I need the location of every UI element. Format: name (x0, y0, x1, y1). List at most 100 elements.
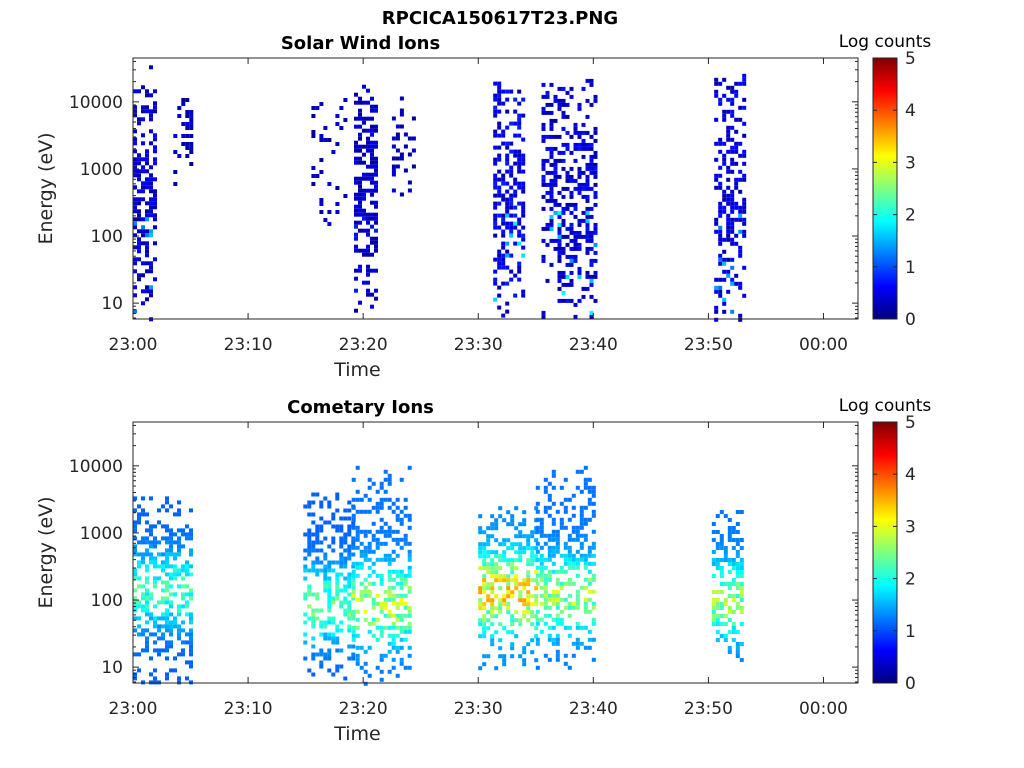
heatmap-cell (718, 101, 723, 106)
heatmap-cell (730, 265, 735, 270)
heatmap-cell (539, 521, 544, 526)
heatmap-cell (311, 620, 316, 625)
heatmap-cell (514, 586, 519, 591)
heatmap-cell (569, 270, 574, 275)
heatmap-cell (567, 497, 572, 502)
heatmap-cell (738, 285, 743, 290)
heatmap-cell (714, 81, 719, 86)
heatmap-cell (723, 546, 728, 550)
heatmap-cell (530, 554, 535, 559)
heatmap-cell (573, 230, 578, 235)
heatmap-cell (173, 552, 177, 557)
heatmap-cell (351, 596, 356, 601)
heatmap-cell (553, 198, 558, 203)
heatmap-cell (585, 78, 590, 83)
heatmap-cell (335, 572, 340, 577)
heatmap-cell (339, 564, 344, 569)
heatmap-cell (581, 234, 586, 239)
heatmap-cell (589, 262, 594, 267)
heatmap-cell (563, 569, 568, 574)
heatmap-cell (363, 493, 368, 498)
heatmap-cell (411, 136, 416, 141)
heatmap-cell (589, 246, 594, 251)
heatmap-cell (153, 137, 157, 142)
heatmap-cell (335, 114, 340, 118)
heatmap-cell (374, 296, 378, 301)
heatmap-cell (497, 133, 502, 138)
heatmap-cell (165, 580, 169, 585)
heatmap-cell (358, 100, 362, 105)
heatmap-cell (370, 188, 374, 193)
heatmap-cell (331, 672, 336, 677)
heatmap-cell (553, 182, 558, 187)
heatmap-cell (505, 157, 510, 162)
heatmap-cell (370, 96, 374, 101)
heatmap-cell (133, 524, 137, 529)
heatmap-cell (517, 217, 522, 222)
heatmap-cell (165, 648, 169, 653)
heatmap-cell (339, 552, 344, 557)
heatmap-cell (145, 249, 149, 254)
heatmap-cell (549, 222, 554, 227)
heatmap-cell (738, 141, 743, 146)
heatmap-cell (505, 109, 510, 114)
heatmap-cell (149, 65, 153, 70)
heatmap-cell (157, 628, 161, 633)
heatmap-cell (517, 265, 522, 270)
heatmap-cell (555, 617, 560, 622)
heatmap-cell (738, 153, 743, 158)
heatmap-cell (371, 537, 376, 542)
heatmap-cell (383, 477, 388, 482)
heatmap-cell (319, 540, 324, 545)
heatmap-cell (133, 528, 137, 533)
heatmap-cell (374, 180, 378, 185)
heatmap-cell (534, 626, 539, 631)
heatmap-cell (593, 242, 598, 247)
heatmap-cell (502, 626, 507, 631)
heatmap-cell (526, 578, 531, 583)
heatmap-cell (539, 629, 544, 634)
heatmap-cell (355, 529, 360, 534)
heatmap-cell (399, 657, 404, 662)
heatmap-cell (593, 154, 598, 159)
heatmap-cell (133, 548, 137, 553)
solar-wind-ions-panel: 23:00 23:10 23:20 23:30 23:40 23:50 00:0010100… (35, 32, 931, 381)
heatmap-cell (189, 114, 194, 118)
heatmap-cell (343, 560, 348, 565)
colorbar-tick-label: 4 (905, 101, 916, 121)
heatmap-cell (497, 293, 502, 298)
heatmap-cell (565, 170, 570, 175)
heatmap-cell (403, 577, 408, 582)
heatmap-cell (494, 594, 499, 599)
heatmap-cell (551, 549, 556, 554)
heatmap-cell (563, 605, 568, 610)
heatmap-cell (185, 592, 189, 597)
heatmap-cell (513, 161, 518, 166)
heatmap-cell (577, 142, 582, 147)
heatmap-cell (347, 580, 352, 585)
heatmap-cell (719, 542, 724, 546)
heatmap-cell (478, 602, 483, 607)
heatmap-cell (579, 525, 584, 530)
heatmap-cell (371, 633, 376, 638)
heatmap-cell (145, 285, 149, 290)
heatmap-cell (403, 601, 408, 606)
heatmap-cell (522, 582, 527, 587)
heatmap-cell (521, 113, 526, 118)
heatmap-cell (169, 548, 173, 553)
heatmap-cell (742, 209, 747, 214)
heatmap-cell (323, 624, 328, 629)
heatmap-cell (723, 602, 728, 606)
heatmap-cell (490, 642, 495, 647)
heatmap-cell (149, 185, 153, 190)
heatmap-cell (502, 662, 507, 667)
heatmap-cell (395, 513, 400, 518)
heatmap-cell (585, 114, 590, 119)
heatmap-cell (718, 257, 723, 262)
heatmap-cell (714, 317, 719, 322)
heatmap-cell (189, 528, 193, 533)
heatmap-cell (311, 134, 316, 138)
heatmap-cell (399, 601, 404, 606)
heatmap-cell (522, 658, 527, 663)
heatmap-cell (395, 617, 400, 622)
